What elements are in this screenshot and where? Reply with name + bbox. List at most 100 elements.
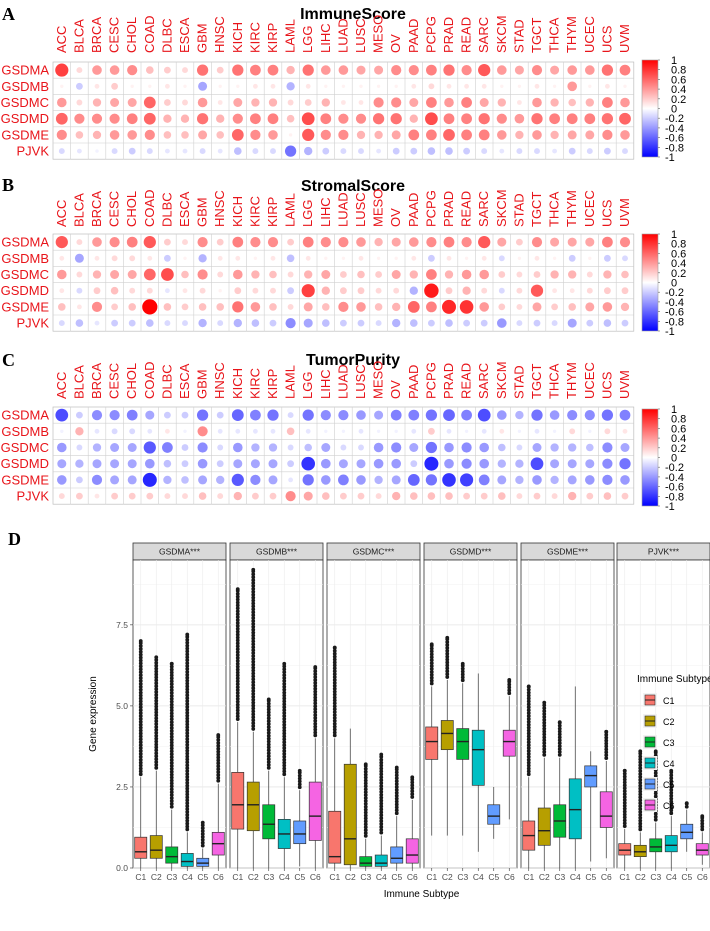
corr-dot-GSDMD-ACC bbox=[57, 459, 67, 469]
outlier-C1 bbox=[138, 763, 143, 768]
outlier-C4 bbox=[282, 714, 287, 718]
outlier-C2 bbox=[251, 578, 256, 583]
corr-dot-GSDMC-PAAD bbox=[409, 270, 418, 279]
corr-dot-GSDME-BLCA bbox=[76, 476, 83, 484]
corr-dot-GSDMA-LUSC bbox=[356, 65, 366, 75]
outlier-C4 bbox=[379, 792, 384, 797]
outlier-C4 bbox=[282, 699, 287, 704]
outlier-C1 bbox=[138, 722, 143, 727]
outlier-C1 bbox=[526, 740, 531, 745]
corr-dot-GSDMD-KICH bbox=[234, 287, 242, 295]
corr-dot-GSDMA-UVM bbox=[619, 237, 631, 248]
outlier-C1 bbox=[138, 737, 143, 742]
corr-dot-GSDMC-GBM bbox=[197, 269, 208, 280]
outlier-C4 bbox=[185, 658, 190, 663]
corr-dot-GSDMB-MESO bbox=[376, 429, 381, 433]
outlier-C5 bbox=[394, 773, 399, 778]
outlier-C1 bbox=[138, 743, 143, 748]
outlier-C4 bbox=[185, 637, 190, 642]
outlier-C2 bbox=[251, 645, 256, 650]
corr-dot-GSDMD-ACC bbox=[59, 288, 65, 294]
corr-dot-GSDMB-DLBC bbox=[164, 428, 170, 434]
corr-dot-GSDMB-UCEC bbox=[588, 256, 592, 260]
corr-dot-GSDMA-BLCA bbox=[76, 411, 83, 419]
corr-dot-GSDMA-UCS bbox=[601, 409, 614, 421]
outlier-C4 bbox=[185, 678, 190, 683]
outlier-C1 bbox=[622, 809, 627, 814]
outlier-C1 bbox=[622, 821, 627, 826]
outlier-C2 bbox=[638, 786, 643, 791]
row-label-GSDME: GSDME bbox=[1, 472, 49, 487]
outlier-C2 bbox=[251, 724, 256, 728]
outlier-C4 bbox=[282, 693, 287, 698]
outlier-C3 bbox=[653, 749, 658, 754]
outlier-C2 bbox=[154, 666, 159, 671]
outlier-C1 bbox=[235, 696, 240, 701]
row-label-GSDMC: GSDMC bbox=[1, 95, 49, 110]
outlier-C4 bbox=[185, 690, 190, 695]
outlier-C1 bbox=[622, 771, 627, 776]
row-label-GSDMB: GSDMB bbox=[1, 424, 49, 439]
outlier-C3 bbox=[460, 669, 465, 674]
corr-dot-PJVK-PRAD bbox=[445, 319, 453, 327]
outlier-C4 bbox=[185, 687, 190, 692]
corr-dot-PJVK-CHOL bbox=[128, 147, 136, 155]
outlier-C2 bbox=[542, 750, 547, 754]
x-tick-label: C6 bbox=[504, 872, 515, 882]
facet-GSDMA: GSDMA***C1 C2 C3 C4 C5 C6 bbox=[132, 542, 227, 882]
corr-dot-GSDMB-LUAD bbox=[341, 429, 346, 433]
outlier-C6 bbox=[604, 732, 609, 737]
corr-dot-GSDMC-BRCA bbox=[92, 98, 102, 107]
corr-dot-PJVK-UCS bbox=[603, 492, 612, 500]
outlier-C1 bbox=[526, 766, 531, 771]
corr-dot-GSDMD-LIHC bbox=[320, 458, 331, 469]
outlier-C2 bbox=[251, 727, 256, 731]
outlier-C3 bbox=[363, 787, 368, 792]
outlier-C2 bbox=[251, 703, 256, 708]
outlier-C1 bbox=[622, 786, 627, 791]
outlier-C2 bbox=[251, 598, 256, 603]
outlier-C2 bbox=[154, 698, 159, 703]
outlier-C5 bbox=[394, 765, 399, 770]
corr-dot-PJVK-PRAD bbox=[445, 492, 453, 500]
outlier-C2 bbox=[251, 584, 256, 588]
outlier-C1 bbox=[526, 699, 531, 704]
outlier-C2 bbox=[445, 640, 450, 644]
outlier-C4 bbox=[379, 789, 384, 794]
outlier-C2 bbox=[542, 712, 547, 716]
corr-dot-GSDMC-KICH bbox=[232, 269, 243, 280]
corr-dot-PJVK-THYM bbox=[567, 318, 577, 328]
column-label-GBM: GBM bbox=[195, 369, 210, 399]
outlier-C2 bbox=[638, 749, 643, 754]
outlier-C3 bbox=[169, 682, 174, 687]
outlier-C4 bbox=[185, 798, 190, 803]
corr-dot-GSDMA-LIHC bbox=[320, 65, 331, 75]
x-tick-label: C3 bbox=[457, 872, 468, 882]
corr-dot-GSDMB-PRAD bbox=[446, 255, 452, 261]
corr-dot-GSDMB-PAAD bbox=[411, 428, 417, 434]
column-label-LUSC: LUSC bbox=[353, 364, 368, 399]
corr-dot-GSDMB-KIRC bbox=[252, 428, 258, 434]
corr-dot-GSDME-SKCM bbox=[498, 303, 506, 311]
facet-label: PJVK*** bbox=[648, 547, 680, 557]
outlier-C2 bbox=[154, 684, 159, 689]
corr-dot-GSDMA-CESC bbox=[109, 410, 120, 421]
corr-dot-GSDMB-MESO bbox=[376, 84, 381, 88]
outlier-C3 bbox=[557, 752, 562, 757]
outlier-C1 bbox=[526, 737, 531, 742]
outlier-C4 bbox=[282, 696, 287, 701]
corr-dot-GSDME-KICH bbox=[231, 129, 244, 141]
corr-dot-PJVK-KIRC bbox=[252, 148, 259, 155]
outlier-C3 bbox=[266, 727, 271, 732]
column-label-UCS: UCS bbox=[599, 199, 614, 227]
facet-label: GSDMA*** bbox=[159, 547, 201, 557]
outlier-C1 bbox=[138, 684, 143, 689]
outlier-C3 bbox=[266, 713, 271, 718]
outlier-C4 bbox=[185, 772, 190, 776]
corr-dot-PJVK-LUAD bbox=[340, 148, 347, 155]
outlier-C1 bbox=[138, 661, 143, 666]
outlier-C6 bbox=[216, 764, 221, 769]
corr-dot-GSDMD-MESO bbox=[375, 287, 382, 294]
outlier-C6 bbox=[313, 698, 318, 703]
outlier-C1 bbox=[138, 757, 143, 762]
